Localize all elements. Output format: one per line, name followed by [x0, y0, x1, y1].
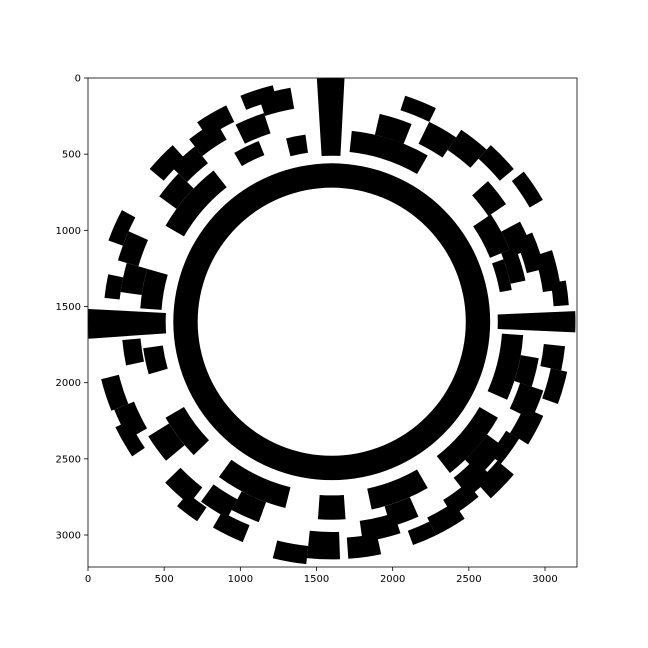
x-tick-label: 0 [85, 574, 91, 585]
code-segment [510, 407, 544, 445]
code-segment [407, 521, 436, 546]
code-segment [487, 333, 524, 400]
code-segment [489, 430, 520, 464]
code-segment [316, 78, 345, 157]
y-tick-label: 3000 [56, 531, 81, 542]
code-segment [542, 368, 568, 405]
code-segment [148, 423, 185, 461]
y-tick-label: 2500 [56, 454, 81, 465]
code-segment [447, 129, 487, 168]
code-segment [427, 502, 465, 536]
code-segment [478, 145, 514, 181]
x-tick-label: 500 [155, 574, 174, 585]
code-segment [349, 130, 428, 174]
code-segment [272, 540, 309, 565]
code-segment [346, 533, 382, 559]
code-segment [218, 459, 291, 508]
code-segment [122, 338, 144, 366]
code-segment [476, 460, 514, 499]
code-segment [501, 247, 526, 284]
x-tick-label: 2000 [380, 574, 405, 585]
code-segment [114, 401, 148, 440]
code-segment [235, 113, 271, 144]
code-segment [177, 493, 207, 522]
x-tick-label: 3000 [532, 574, 557, 585]
y-axis: 0 500 1000 1500 2000 2500 3000 [56, 74, 88, 542]
code-segment [140, 268, 168, 310]
code-segment [540, 344, 566, 371]
code-segment [436, 407, 498, 473]
code-segment [374, 113, 412, 144]
code-segment [231, 491, 267, 523]
code-segment [165, 170, 227, 237]
code-segment [306, 530, 341, 560]
code-segment [165, 407, 210, 456]
code-segment [149, 145, 185, 181]
code-segment [115, 420, 145, 457]
x-tick-label: 1500 [304, 574, 329, 585]
y-tick-label: 500 [62, 150, 81, 161]
code-segment [534, 250, 562, 293]
code-segment [509, 382, 544, 420]
code-segment [104, 274, 124, 300]
code-segment [88, 308, 167, 339]
code-segment [201, 484, 238, 519]
code-segments [88, 78, 576, 565]
code-segment [400, 95, 436, 122]
code-segment [367, 469, 428, 510]
code-segment [240, 85, 277, 110]
code-segment [492, 259, 512, 293]
x-tick-label: 2500 [456, 574, 481, 585]
code-segment [108, 210, 136, 246]
code-segment [197, 105, 235, 138]
x-tick-label: 1000 [228, 574, 253, 585]
code-segment [212, 511, 250, 543]
code-segment [497, 311, 576, 333]
x-axis: 0 500 1000 1500 2000 2500 3000 [85, 567, 558, 585]
image-area [88, 78, 577, 567]
code-segment [472, 181, 507, 217]
code-segment [159, 173, 194, 209]
code-segment [418, 121, 457, 158]
code-segment [286, 134, 308, 157]
code-segment [171, 146, 208, 183]
code-segment [234, 140, 265, 167]
code-segment [550, 280, 569, 307]
code-segment [473, 214, 510, 258]
code-segment [120, 262, 148, 296]
y-tick-label: 1500 [56, 302, 81, 313]
y-tick-label: 1000 [56, 226, 81, 237]
code-segment [514, 355, 539, 387]
code-segment [101, 374, 129, 411]
y-tick-label: 0 [75, 74, 81, 85]
code-segment [317, 494, 346, 520]
code-segment [143, 345, 168, 375]
code-segment [511, 171, 543, 208]
y-tick-label: 2000 [56, 378, 81, 389]
plot-frame [87, 77, 578, 568]
code-segment [117, 231, 149, 267]
code-segment [165, 467, 203, 505]
